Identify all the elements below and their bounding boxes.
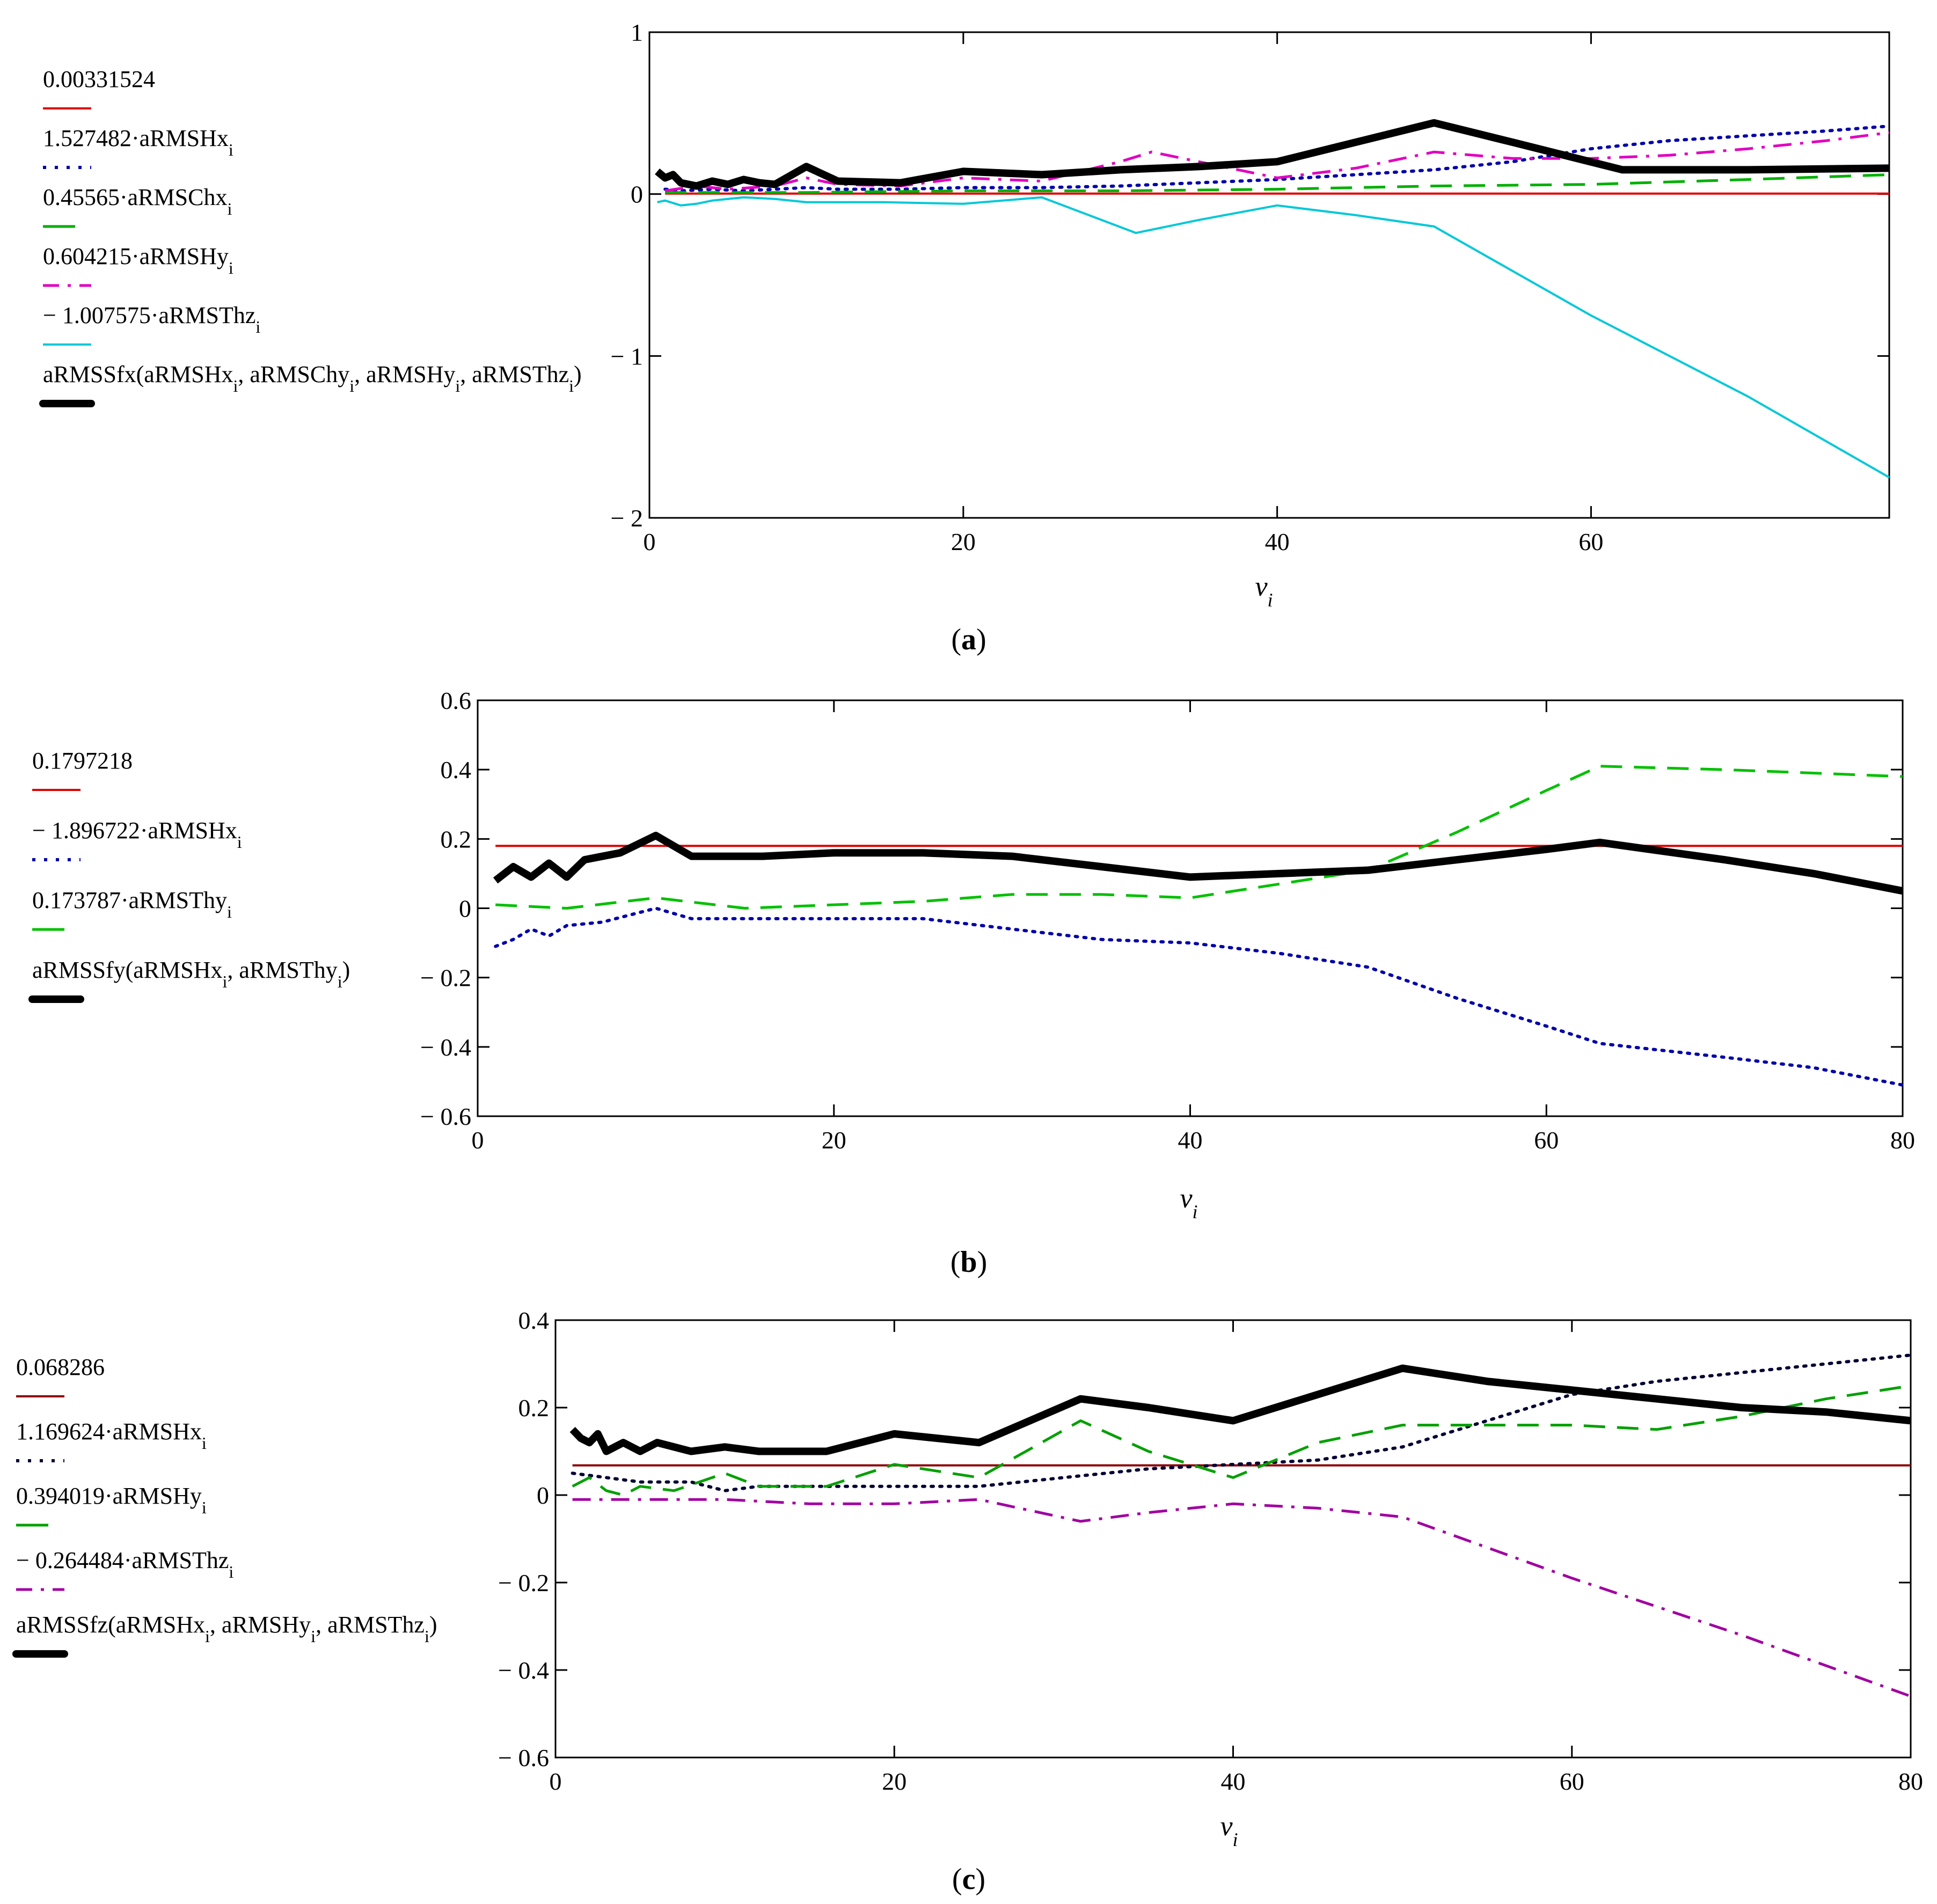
y-tick-label: − 0.2: [420, 964, 471, 992]
legend-item-2-label: 0.45565·aRMSChxi: [43, 184, 232, 218]
x-tick-label: 20: [882, 1768, 907, 1795]
series-line-a-1: [663, 125, 1891, 193]
legend-item-1-label: 1.169624·aRMSHxi: [16, 1418, 207, 1453]
series-line-c-3: [572, 1498, 1911, 1698]
y-tick-label: − 0.4: [420, 1034, 471, 1061]
legend-item-1-label: − 1.896722·aRMSHxi: [32, 817, 242, 852]
legend-item-2-label: 0.394019·aRMSHyi: [16, 1483, 207, 1517]
x-axis-label: νi: [1220, 1811, 1238, 1850]
plot-frame-c: [554, 1319, 1912, 1759]
series-line-a-4: [657, 196, 1890, 479]
y-tick-label: − 1: [611, 342, 643, 370]
panel-caption: (b): [951, 1246, 987, 1279]
y-tick-label: 0.6: [441, 687, 472, 714]
legend-item-3-label: − 0.264484·aRMSThzi: [16, 1547, 233, 1581]
series-line-c-4: [569, 1364, 1911, 1455]
x-tick-label: 0: [472, 1126, 484, 1154]
panel-caption: (c): [952, 1863, 985, 1896]
series-line-b-3: [493, 831, 1904, 895]
y-tick-label: − 0.2: [498, 1569, 549, 1597]
y-tick-label: − 2: [611, 504, 643, 532]
series-line-a-2: [665, 173, 1890, 194]
legend-item-3-label: aRMSSfy(aRMSHxi, aRMSThyi): [32, 957, 350, 991]
legend-item-4-label: aRMSSfz(aRMSHxi, aRMSHyi, aRMSThzi): [16, 1612, 437, 1646]
x-tick-label: 40: [1178, 1126, 1203, 1154]
x-tick-label: 80: [1890, 1126, 1915, 1154]
panel-b: − 0.6 − 0.4 − 0.2 0 0.2 0.4 0.6 0 20 40 60 80 νi 0.17…: [28, 687, 1915, 1279]
legend-item-3-label: 0.604215·aRMSHyi: [43, 243, 233, 277]
series-line-c-1: [571, 1353, 1912, 1492]
x-tick-label: 60: [1560, 1768, 1584, 1795]
legend-item-5-label: aRMSSfx(aRMSHxi, aRMSChyi, aRMSHyi, aRMS…: [43, 361, 582, 396]
legend-item-0-label: 0.068286: [16, 1354, 105, 1380]
y-tick-label: 0.2: [518, 1394, 550, 1422]
y-tick-label: 1: [631, 19, 643, 46]
legend-item-4-label: − 1.007575·aRMSThzi: [43, 302, 260, 336]
x-tick-label: 60: [1534, 1126, 1559, 1154]
y-tick-label: 0.2: [441, 825, 472, 853]
series-line-c-2: [572, 1384, 1911, 1497]
y-tick-label: − 0.4: [498, 1657, 549, 1684]
x-tick-label: 40: [1265, 528, 1290, 555]
x-tick-label: 20: [822, 1126, 846, 1154]
y-tick-label: − 0.6: [420, 1103, 471, 1130]
x-tick-label: 20: [951, 528, 976, 555]
x-tick-label: 0: [550, 1768, 562, 1795]
legend-item-0-label: 0.1797218: [32, 748, 133, 774]
y-tick-label: − 0.6: [498, 1744, 549, 1771]
x-axis-label: νi: [1255, 572, 1273, 611]
plot-frame-a: [648, 31, 1890, 519]
panel-c: − 0.6 − 0.4 − 0.2 0 0.2 0.4 0 20 40 60 80 νi 0.06828…: [12, 1307, 1923, 1896]
legend-item-2-label: 0.173787·aRMSThyi: [32, 887, 232, 921]
series-line-b-1: [494, 906, 1904, 1087]
x-tick-label: 80: [1898, 1768, 1923, 1795]
y-tick-label: 0: [631, 181, 643, 208]
x-tick-label: 0: [644, 528, 656, 555]
x-tick-label: 40: [1221, 1768, 1246, 1795]
x-axis-label: νi: [1180, 1183, 1197, 1222]
x-tick-label: 60: [1578, 528, 1603, 555]
y-tick-label: 0: [459, 895, 471, 922]
series-line-a-5: [655, 119, 1890, 190]
y-tick-label: 0.4: [518, 1307, 550, 1334]
y-tick-label: 0: [537, 1482, 549, 1509]
panel-caption: (a): [951, 623, 986, 656]
legend-item-0-label: 0.00331524: [43, 66, 155, 92]
series-line-a-3: [664, 131, 1890, 193]
y-tick-label: 0.4: [441, 756, 472, 783]
legend-item-1-label: 1.527482·aRMSHxi: [43, 125, 233, 159]
series-line-b-2: [495, 765, 1903, 910]
